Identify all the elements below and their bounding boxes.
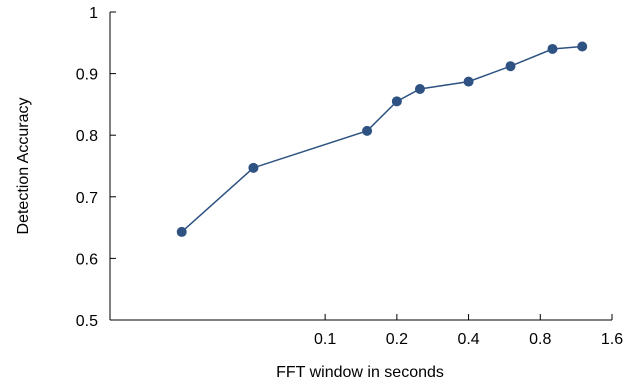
y-tick-label: 0.7 bbox=[76, 190, 98, 207]
data-point bbox=[248, 162, 259, 173]
y-tick-label: 0.8 bbox=[76, 128, 98, 145]
x-tick-label: 0.1 bbox=[314, 331, 336, 348]
x-tick-label: 0.4 bbox=[457, 331, 479, 348]
x-tick-label: 0.2 bbox=[386, 331, 408, 348]
data-point bbox=[463, 76, 474, 87]
series-accuracy bbox=[176, 41, 588, 237]
data-point bbox=[577, 41, 588, 52]
x-tick-label: 1.6 bbox=[601, 331, 623, 348]
data-point bbox=[176, 226, 187, 237]
data-point bbox=[362, 125, 373, 136]
ticks: 0.5 0.6 0.7 0.8 0.9 1 0.1 0.2 0.4 0.8 1.6 bbox=[76, 5, 623, 348]
x-axis-title: FFT window in seconds bbox=[276, 364, 444, 381]
y-tick-label: 1 bbox=[89, 5, 98, 22]
data-point bbox=[505, 61, 516, 72]
series-line bbox=[181, 45, 583, 233]
y-tick-label: 0.6 bbox=[76, 251, 98, 268]
data-point bbox=[414, 84, 425, 94]
data-point bbox=[547, 43, 558, 54]
data-point bbox=[391, 96, 402, 107]
y-axis-title: Detection Accuracy bbox=[15, 98, 32, 235]
x-tick-label: 0.8 bbox=[529, 331, 551, 348]
y-tick-label: 0.5 bbox=[76, 313, 98, 330]
y-tick-label: 0.9 bbox=[76, 67, 98, 84]
axes bbox=[109, 12, 612, 321]
